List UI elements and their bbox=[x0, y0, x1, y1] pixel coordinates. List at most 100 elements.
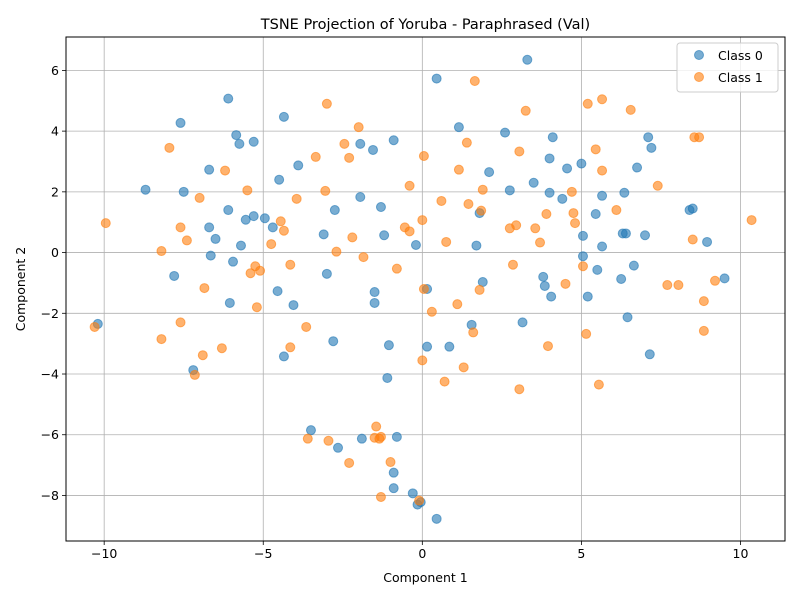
point-class-1 bbox=[156, 246, 167, 257]
point-class-1 bbox=[530, 223, 541, 234]
point-class-1 bbox=[662, 280, 673, 291]
point-class-0 bbox=[620, 228, 631, 239]
x-tick-label: −5 bbox=[254, 546, 272, 561]
point-class-0 bbox=[328, 336, 339, 347]
point-class-1 bbox=[404, 226, 415, 237]
point-class-0 bbox=[590, 209, 601, 220]
point-class-0 bbox=[369, 287, 380, 298]
point-class-1 bbox=[194, 192, 205, 203]
point-class-0 bbox=[577, 230, 588, 241]
point-class-1 bbox=[469, 76, 480, 87]
point-class-1 bbox=[414, 495, 425, 506]
point-class-0 bbox=[383, 340, 394, 351]
legend-label-class-0: Class 0 bbox=[718, 48, 763, 63]
point-class-1 bbox=[452, 299, 463, 310]
point-class-0 bbox=[471, 240, 482, 251]
point-class-0 bbox=[388, 135, 399, 146]
point-class-0 bbox=[333, 442, 344, 453]
point-class-0 bbox=[453, 122, 464, 133]
y-tick-label: −4 bbox=[41, 367, 59, 382]
point-class-1 bbox=[441, 236, 452, 247]
point-class-1 bbox=[560, 278, 571, 289]
point-class-0 bbox=[687, 203, 698, 214]
point-class-0 bbox=[234, 138, 245, 149]
data-points bbox=[89, 54, 757, 524]
point-class-0 bbox=[305, 425, 316, 436]
point-class-0 bbox=[288, 300, 299, 311]
point-class-0 bbox=[382, 372, 393, 383]
point-class-1 bbox=[453, 164, 464, 175]
point-class-1 bbox=[344, 152, 355, 163]
point-class-0 bbox=[616, 273, 627, 284]
point-class-0 bbox=[597, 190, 608, 201]
point-class-1 bbox=[468, 327, 479, 338]
point-class-1 bbox=[339, 138, 350, 149]
point-class-0 bbox=[224, 297, 235, 308]
point-class-0 bbox=[444, 341, 455, 352]
point-class-1 bbox=[189, 369, 200, 380]
point-class-1 bbox=[590, 144, 601, 155]
y-axis-label: Component 2 bbox=[13, 247, 28, 332]
point-class-1 bbox=[541, 209, 552, 220]
y-tick-label: −6 bbox=[41, 427, 59, 442]
point-class-1 bbox=[436, 195, 447, 206]
point-class-1 bbox=[331, 246, 342, 257]
point-class-1 bbox=[266, 239, 277, 250]
point-class-0 bbox=[293, 160, 304, 171]
point-class-0 bbox=[562, 163, 573, 174]
point-class-0 bbox=[538, 271, 549, 282]
point-class-1 bbox=[746, 215, 757, 226]
point-class-1 bbox=[418, 284, 429, 294]
point-class-1 bbox=[353, 122, 364, 133]
point-class-0 bbox=[278, 111, 289, 122]
point-class-1 bbox=[404, 180, 415, 191]
point-class-1 bbox=[439, 376, 450, 387]
point-class-1 bbox=[570, 218, 581, 229]
point-class-1 bbox=[199, 283, 210, 294]
x-tick-label: −10 bbox=[91, 546, 117, 561]
y-tick-label: 0 bbox=[51, 245, 59, 260]
point-class-1 bbox=[566, 186, 577, 197]
point-class-0 bbox=[223, 93, 234, 104]
point-class-0 bbox=[646, 142, 657, 153]
point-class-1 bbox=[323, 435, 334, 446]
point-class-1 bbox=[507, 259, 518, 270]
x-tick-label: 5 bbox=[577, 546, 585, 561]
point-class-1 bbox=[278, 225, 289, 236]
point-class-1 bbox=[417, 355, 428, 366]
point-class-0 bbox=[643, 132, 654, 143]
point-class-0 bbox=[248, 211, 259, 222]
point-class-1 bbox=[474, 284, 485, 295]
point-class-0 bbox=[204, 164, 215, 175]
point-class-1 bbox=[321, 98, 332, 109]
legend-marker-class-1 bbox=[694, 72, 704, 82]
point-class-1 bbox=[597, 165, 608, 176]
point-class-1 bbox=[220, 165, 231, 176]
point-class-1 bbox=[463, 198, 474, 209]
point-class-0 bbox=[504, 185, 515, 196]
point-class-0 bbox=[582, 291, 593, 302]
point-class-0 bbox=[248, 136, 259, 147]
point-class-1 bbox=[216, 343, 227, 354]
point-class-1 bbox=[673, 280, 684, 291]
point-class-0 bbox=[204, 222, 215, 233]
x-tick-label: 10 bbox=[733, 546, 749, 561]
point-class-1 bbox=[375, 431, 386, 442]
point-class-0 bbox=[321, 268, 332, 279]
point-class-1 bbox=[418, 151, 429, 162]
point-class-0 bbox=[210, 233, 221, 244]
point-class-0 bbox=[318, 229, 329, 240]
point-class-1 bbox=[458, 362, 469, 373]
point-class-0 bbox=[577, 251, 588, 262]
point-class-1 bbox=[302, 433, 313, 444]
point-class-0 bbox=[388, 483, 399, 494]
point-class-0 bbox=[719, 273, 730, 284]
point-class-0 bbox=[205, 250, 216, 261]
point-class-1 bbox=[175, 222, 186, 233]
point-class-1 bbox=[391, 263, 402, 274]
point-class-0 bbox=[644, 349, 655, 360]
x-tick-label: 0 bbox=[418, 546, 426, 561]
point-class-1 bbox=[687, 234, 698, 245]
legend-label-class-1: Class 1 bbox=[718, 70, 763, 85]
